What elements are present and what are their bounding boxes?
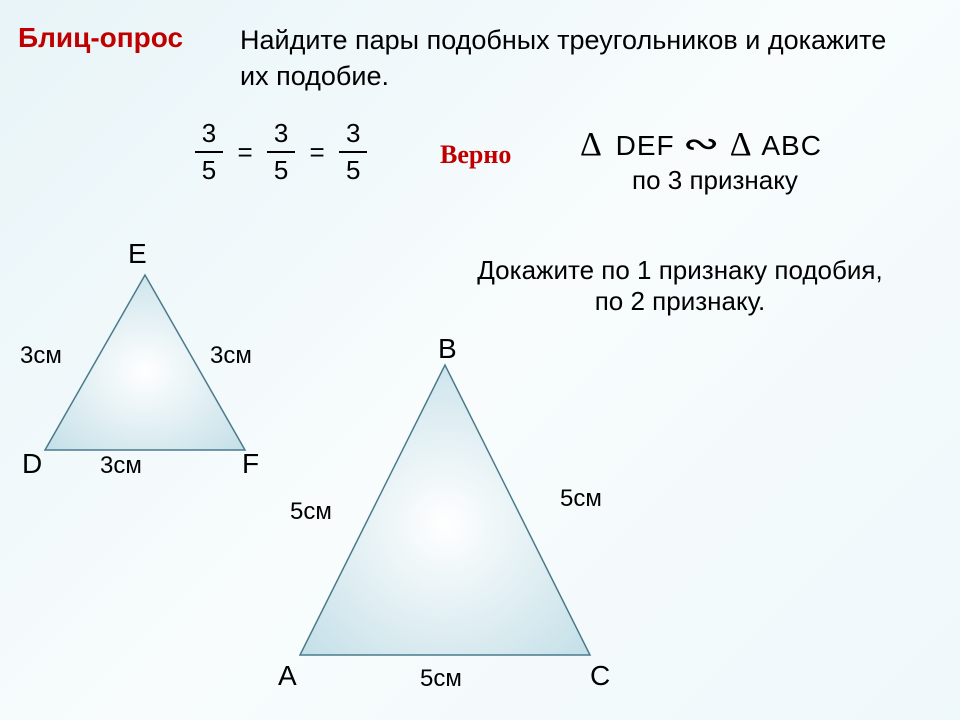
ratios-row: 3 5 = 3 5 = 3 5 [195, 118, 367, 186]
triangle-name-abc: ABC [761, 130, 822, 161]
triangle-abc-shape [300, 365, 590, 655]
similarity-statement: Δ DEF ∾ Δ ABC [580, 124, 822, 164]
frac1-num: 3 [195, 118, 223, 149]
triangle-abc-svg [300, 365, 600, 665]
triangle-name-def: DEF [616, 130, 675, 161]
frac2-den: 5 [267, 155, 295, 186]
delta-2: Δ [730, 126, 753, 163]
side-df: 3см [100, 452, 142, 480]
equals-2: = [310, 137, 325, 167]
side-ac: 5см [420, 665, 462, 693]
vertex-e: E [128, 238, 147, 270]
subtask-block: Докажите по 1 признаку подобия, по 2 при… [420, 255, 940, 317]
side-ab: 5см [290, 498, 332, 526]
vertex-b: B [438, 333, 457, 365]
verdict-text: Верно [440, 140, 511, 170]
frac3-num: 3 [339, 118, 367, 149]
vertex-f: F [242, 448, 259, 480]
vertex-d: D [22, 448, 42, 480]
fraction-2: 3 5 [267, 118, 295, 186]
side-ef: 3см [210, 342, 252, 370]
vertex-a: A [278, 660, 297, 692]
equals-1: = [237, 137, 252, 167]
frac1-bar [195, 151, 223, 153]
vertex-c: C [590, 660, 610, 692]
side-bc: 5см [560, 485, 602, 513]
fraction-3: 3 5 [339, 118, 367, 186]
subtask-line1: Докажите по 1 признаку подобия, [420, 255, 940, 286]
similarity-criterion: по 3 признаку [632, 165, 798, 196]
task-text: Найдите пары подобных треугольников и до… [240, 22, 900, 95]
side-de: 3см [20, 342, 62, 370]
frac3-den: 5 [339, 155, 367, 186]
frac2-bar [267, 151, 295, 153]
frac1-den: 5 [195, 155, 223, 186]
frac3-bar [339, 151, 367, 153]
similar-icon: ∾ [683, 124, 721, 164]
blitz-title: Блиц-опрос [18, 22, 183, 54]
subtask-line2: по 2 признаку. [420, 286, 940, 317]
delta-1: Δ [580, 126, 603, 163]
fraction-1: 3 5 [195, 118, 223, 186]
frac2-num: 3 [267, 118, 295, 149]
